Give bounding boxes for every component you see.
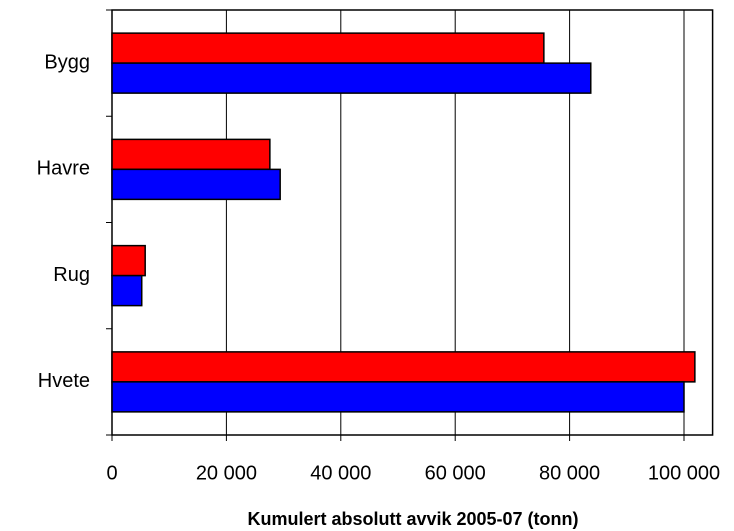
x-tick-label: 0 [106,462,117,484]
y-tick-label: Bygg [44,51,90,73]
x-tick-label: 100 000 [648,462,720,484]
bar [111,351,696,383]
y-tick-label: Rug [53,264,90,286]
y-tick-label: Hvete [38,370,90,392]
x-tick-label: 40 000 [310,462,371,484]
x-tick-label: 80 000 [539,462,600,484]
bar [111,138,271,171]
plot-frame [111,9,714,436]
bar [111,381,685,413]
y-tick-label: Havre [37,158,90,180]
bar [111,244,146,277]
bar [111,168,281,201]
x-axis-title: Kumulert absolutt avvik 2005-07 (tonn) [247,509,578,529]
bar [111,62,592,94]
bar [111,32,545,64]
x-tick-label: 60 000 [425,462,486,484]
bar [111,274,143,307]
x-tick-label: 20 000 [196,462,257,484]
